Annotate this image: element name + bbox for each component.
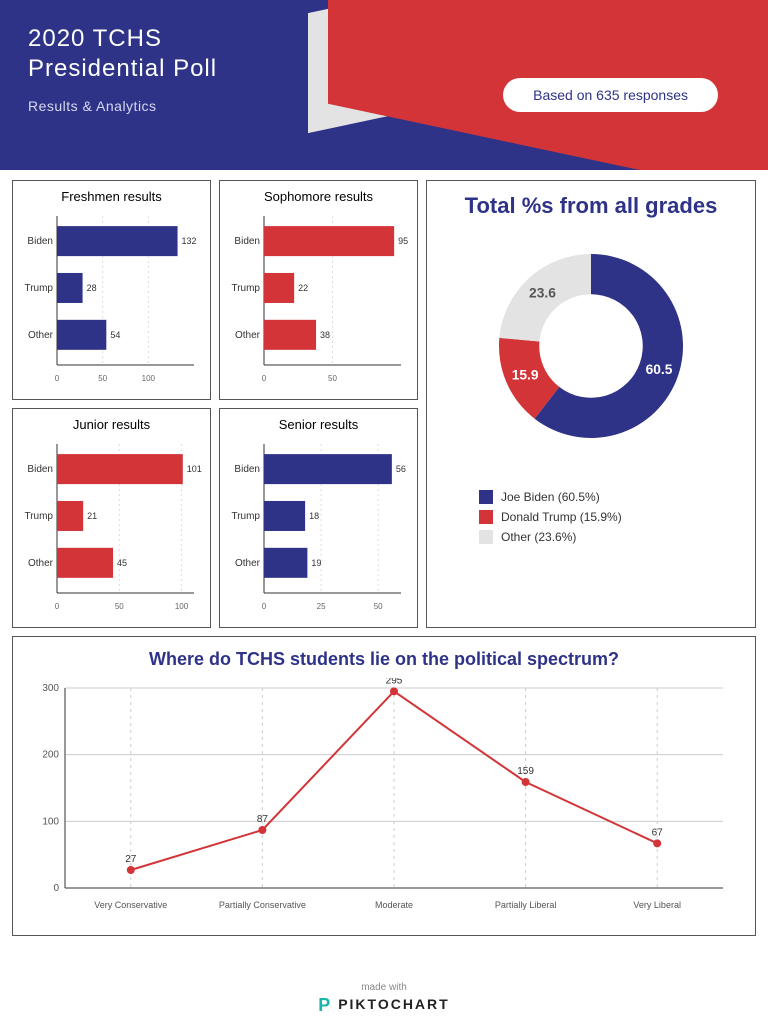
header: 2020 TCHS Presidential Poll Results & An…	[0, 0, 768, 170]
svg-text:18: 18	[309, 511, 319, 521]
svg-text:300: 300	[42, 683, 59, 694]
spectrum-title: Where do TCHS students lie on the politi…	[25, 649, 743, 670]
bar-chart: 0 50 100 Biden 132 Trump 28 Other 54	[19, 212, 204, 387]
svg-text:Other: Other	[235, 330, 261, 341]
svg-text:159: 159	[517, 766, 534, 777]
svg-text:0: 0	[55, 602, 60, 611]
svg-text:Trump: Trump	[24, 511, 53, 522]
svg-text:Biden: Biden	[27, 464, 53, 475]
svg-text:15.9: 15.9	[512, 368, 539, 383]
svg-text:21: 21	[87, 511, 97, 521]
footer: made with P PIKTOCHART	[0, 982, 768, 1016]
legend-label: Donald Trump (15.9%)	[501, 510, 622, 524]
svg-text:100: 100	[42, 816, 59, 827]
svg-text:27: 27	[125, 854, 137, 865]
title-line1: 2020 TCHS	[28, 25, 162, 52]
svg-text:28: 28	[87, 283, 97, 293]
svg-text:25: 25	[317, 602, 326, 611]
donut-chart: 60.5 15.9 23.6	[476, 231, 706, 461]
svg-text:Other: Other	[28, 558, 54, 569]
svg-text:45: 45	[117, 558, 127, 568]
svg-text:56: 56	[396, 464, 406, 474]
legend-label: Joe Biden (60.5%)	[501, 490, 600, 504]
footer-small: made with	[0, 982, 768, 993]
legend-item: Joe Biden (60.5%)	[479, 490, 743, 504]
response-pill: Based on 635 responses	[503, 78, 718, 112]
svg-text:Partially Conservative: Partially Conservative	[219, 900, 306, 910]
svg-text:Very Conservative: Very Conservative	[94, 900, 167, 910]
donut-panel: Total %s from all grades 60.5 15.9 23.6 Jo…	[426, 180, 756, 628]
bar-panel-senior: Senior results 0 25 50 Biden 56 Trump 18 Other 1…	[219, 408, 418, 628]
svg-text:54: 54	[110, 330, 120, 340]
svg-text:0: 0	[53, 883, 59, 894]
svg-text:Biden: Biden	[234, 236, 260, 247]
donut-title: Total %s from all grades	[439, 193, 743, 219]
svg-text:200: 200	[42, 750, 59, 761]
svg-text:50: 50	[115, 602, 124, 611]
header-subtitle: Results & Analytics	[28, 98, 217, 114]
svg-text:50: 50	[98, 374, 107, 383]
svg-text:Trump: Trump	[231, 283, 260, 294]
svg-text:0: 0	[262, 374, 267, 383]
svg-text:0: 0	[55, 374, 60, 383]
svg-text:101: 101	[187, 464, 202, 474]
svg-text:50: 50	[328, 374, 337, 383]
svg-text:19: 19	[311, 558, 321, 568]
panel-title: Freshmen results	[19, 189, 204, 204]
legend-swatch	[479, 530, 493, 544]
header-text: 2020 TCHS Presidential Poll Results & An…	[28, 24, 217, 114]
bar-panel-junior: Junior results 0 50 100 Biden 101 Trump 21 Othe…	[12, 408, 211, 628]
piktochart-icon: P	[318, 995, 332, 1015]
panel-title: Sophomore results	[226, 189, 411, 204]
bar-chart: 0 25 50 Biden 56 Trump 18 Other 19	[226, 440, 411, 615]
svg-text:Other: Other	[235, 558, 261, 569]
svg-text:Partially Liberal: Partially Liberal	[495, 900, 557, 910]
svg-text:60.5: 60.5	[646, 362, 673, 377]
svg-text:100: 100	[142, 374, 156, 383]
title-line2: Presidential Poll	[28, 55, 217, 82]
spectrum-panel: Where do TCHS students lie on the politi…	[12, 636, 756, 936]
svg-text:Very Liberal: Very Liberal	[633, 900, 681, 910]
panel-title: Junior results	[19, 417, 204, 432]
svg-text:Trump: Trump	[24, 283, 53, 294]
svg-text:Moderate: Moderate	[375, 900, 413, 910]
svg-text:23.6: 23.6	[529, 286, 556, 301]
svg-text:295: 295	[386, 678, 403, 686]
footer-brand: P PIKTOCHART	[0, 995, 768, 1016]
svg-text:50: 50	[374, 602, 383, 611]
bar-panel-sophomore: Sophomore results 0 50 Biden 95 Trump 22 Other…	[219, 180, 418, 400]
donut-legend: Joe Biden (60.5%) Donald Trump (15.9%) Oth…	[439, 490, 743, 544]
bar-panel-freshmen: Freshmen results 0 50 100 Biden 132 Trump 28 Ot…	[12, 180, 211, 400]
svg-text:0: 0	[262, 602, 267, 611]
svg-text:132: 132	[182, 236, 197, 246]
panel-title: Senior results	[226, 417, 411, 432]
bar-chart: 0 50 100 Biden 101 Trump 21 Other 45	[19, 440, 204, 615]
svg-text:Trump: Trump	[231, 511, 260, 522]
svg-text:67: 67	[652, 827, 664, 838]
main-grid: Freshmen results 0 50 100 Biden 132 Trump 28 Ot…	[0, 170, 768, 628]
svg-text:87: 87	[257, 814, 269, 825]
legend-item: Donald Trump (15.9%)	[479, 510, 743, 524]
legend-label: Other (23.6%)	[501, 530, 576, 544]
bar-chart: 0 50 Biden 95 Trump 22 Other 38	[226, 212, 411, 387]
svg-text:Biden: Biden	[234, 464, 260, 475]
spectrum-chart: 0 100 200 300 Very Conservative Partially Con…	[25, 678, 743, 918]
brand-text: PIKTOCHART	[338, 996, 450, 1012]
legend-swatch	[479, 490, 493, 504]
legend-swatch	[479, 510, 493, 524]
svg-text:Biden: Biden	[27, 236, 53, 247]
svg-text:100: 100	[175, 602, 189, 611]
svg-text:38: 38	[320, 330, 330, 340]
svg-text:22: 22	[298, 283, 308, 293]
svg-text:Other: Other	[28, 330, 54, 341]
svg-text:95: 95	[398, 236, 408, 246]
legend-item: Other (23.6%)	[479, 530, 743, 544]
